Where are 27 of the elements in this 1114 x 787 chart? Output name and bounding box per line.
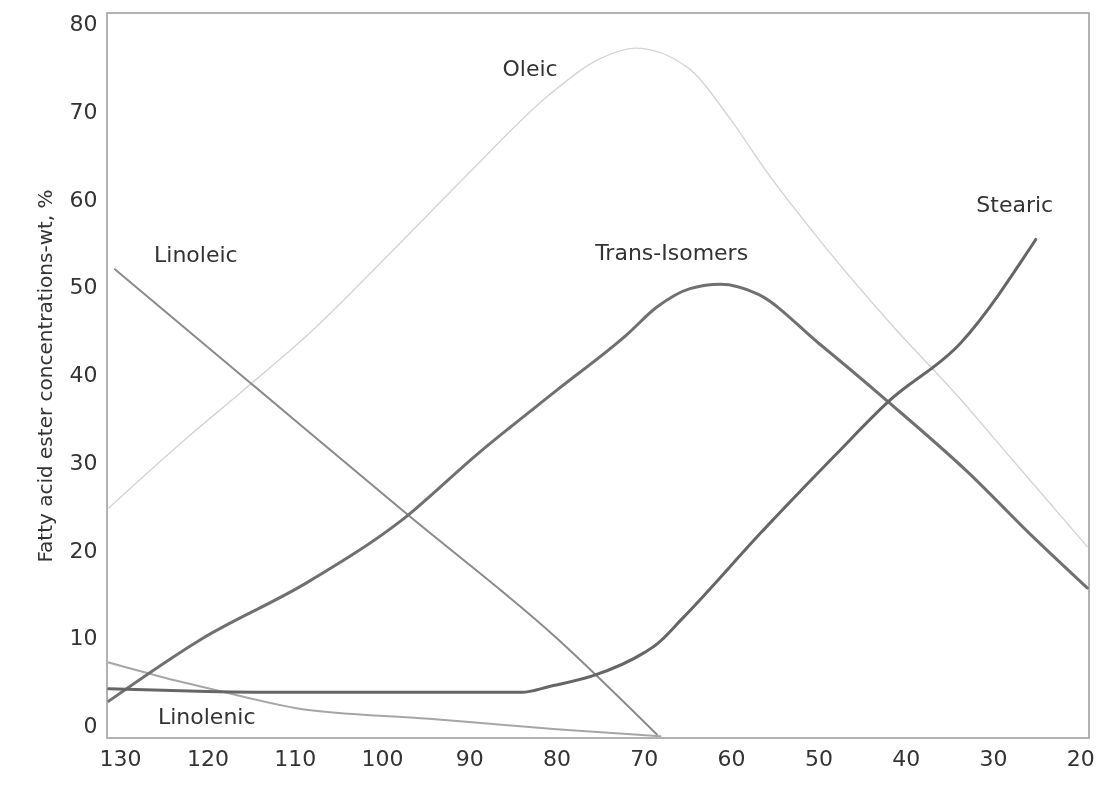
- x-tick-label: 70: [630, 745, 659, 771]
- y-tick-label: 60: [69, 186, 98, 212]
- x-tick-label: 130: [99, 745, 142, 771]
- x-tick-label: 20: [1066, 745, 1095, 771]
- y-tick-label: 50: [69, 274, 98, 300]
- x-tick-label: 100: [361, 745, 404, 771]
- series-label: Oleic: [502, 56, 558, 82]
- y-tick-label: 70: [69, 98, 98, 124]
- series-label: Linoleic: [154, 242, 238, 268]
- x-tick-label: 30: [979, 745, 1008, 771]
- y-axis-title: Fatty acid ester concentrations-wt, %: [32, 189, 57, 563]
- y-tick-label: 30: [69, 449, 98, 475]
- series-label: Trans-Isomers: [594, 240, 749, 266]
- series-label: Stearic: [976, 192, 1054, 218]
- x-tick-label: 90: [455, 745, 484, 771]
- y-tick-label: 80: [69, 11, 98, 37]
- y-tick-label: 40: [69, 362, 98, 388]
- series-label: Linolenic: [157, 703, 256, 729]
- x-tick-label: 110: [274, 745, 317, 771]
- x-tick-label: 120: [186, 745, 229, 771]
- x-tick-label: 80: [543, 745, 572, 771]
- y-tick-label: 10: [69, 625, 98, 651]
- x-tick-label: 40: [892, 745, 921, 771]
- y-tick-label: 0: [83, 713, 98, 739]
- x-tick-label: 50: [804, 745, 833, 771]
- y-tick-label: 20: [69, 537, 98, 563]
- x-tick-label: 60: [717, 745, 746, 771]
